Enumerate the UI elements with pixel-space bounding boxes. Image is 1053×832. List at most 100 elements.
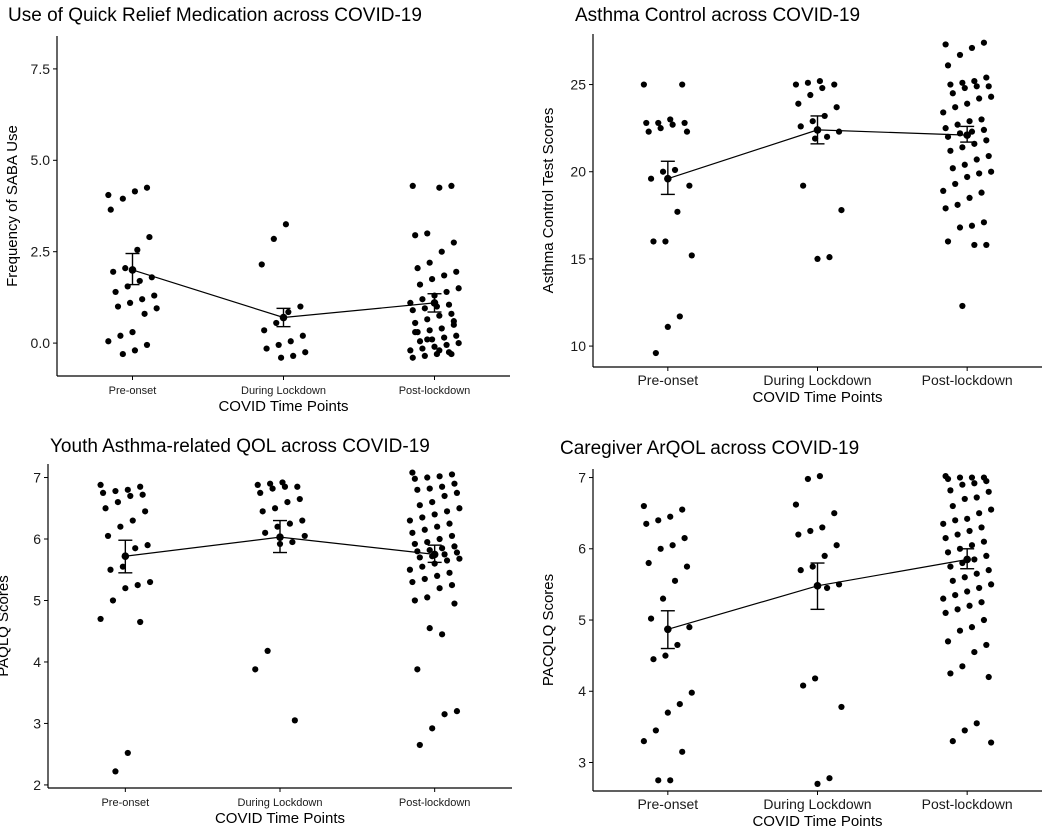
data-point [259,508,266,515]
mean-point [813,582,822,590]
data-point [114,499,122,506]
data-point [438,325,445,332]
data-point [112,487,119,495]
data-point [985,83,992,90]
data-point [956,545,964,552]
data-point [153,305,160,312]
data-point [443,288,450,296]
data-point [426,625,433,632]
y-tick-label: 3 [578,754,586,770]
data-point [947,147,954,154]
chart-plot-caregiver-qol: 3 4 5 6 7 Pre-onset During Lockdown Post-lockdo… [540,469,1042,830]
data-point [971,77,978,85]
data-point [947,670,954,677]
data-point [976,584,983,592]
data-point [448,182,455,189]
data-point [453,332,460,339]
y-tick-label: 25 [570,76,586,92]
mean-point [430,550,439,559]
y-tick-label: 6 [33,531,41,547]
data-point [451,600,458,607]
data-point [952,104,959,111]
data-point [407,299,414,306]
x-tick-label: During Lockdown [238,797,323,809]
data-point [959,663,966,670]
data-point [129,329,136,336]
data-point [988,93,995,100]
x-tick-label: Pre-onset [637,796,698,812]
data-point [409,578,416,586]
data-point [419,563,426,570]
data-point [297,303,304,310]
data-point [823,584,831,592]
data-point [985,673,992,681]
data-point [940,187,947,195]
data-point [961,84,968,92]
y-axis-label: PACQLQ Scores [540,574,557,686]
data-point [674,208,681,215]
data-point [983,552,990,560]
data-point [667,777,674,784]
data-point [431,343,438,350]
data-point [424,230,431,237]
data-point [129,517,136,524]
data-point [944,238,952,245]
x-axis-label: COVID Time Points [218,398,348,415]
data-point [973,570,980,577]
data-point [800,182,807,189]
data-point [949,577,956,584]
y-tick-label: 5.0 [31,152,51,168]
data-point [448,532,456,540]
x-axis-label: COVID Time Points [752,389,882,406]
data-point [985,152,992,160]
data-point [797,123,804,130]
data-point [139,491,146,498]
data-point [117,523,124,530]
data-point [964,100,971,107]
data-point [816,473,823,480]
data-point [436,312,443,319]
x-tick-label: During Lockdown [763,796,871,812]
data-point [809,563,816,570]
data-point [441,492,448,500]
data-point [983,478,990,485]
data-point [949,738,956,745]
data-point [812,135,819,142]
y-tick-label: 7 [33,469,41,485]
data-point [136,277,143,285]
data-point [139,296,146,303]
mean-point [664,174,672,183]
data-point [127,492,134,500]
data-point [414,548,421,555]
data-point [294,483,301,490]
data-point [959,144,966,151]
data-point [436,473,443,480]
data-point [419,514,426,521]
data-point [988,168,995,175]
data-point [819,524,826,531]
data-point [409,354,416,361]
data-point [676,700,683,708]
data-point [414,666,421,673]
data-point [838,703,845,711]
data-point [406,517,414,524]
data-point [289,538,296,546]
data-point [814,255,821,263]
data-point [949,502,956,510]
data-point [659,168,667,175]
data-point [112,288,119,296]
data-point [947,81,954,88]
data-point [428,336,436,343]
data-point [411,540,418,548]
data-point [270,235,277,243]
data-point [968,44,976,52]
data-point [436,585,443,592]
data-point [102,505,109,512]
x-tick-label: Post-lockdown [922,372,1013,388]
data-point [141,310,148,317]
data-point [940,595,947,602]
data-point [414,486,421,493]
data-point [688,689,695,696]
data-point [964,515,971,522]
data-point [643,119,650,127]
